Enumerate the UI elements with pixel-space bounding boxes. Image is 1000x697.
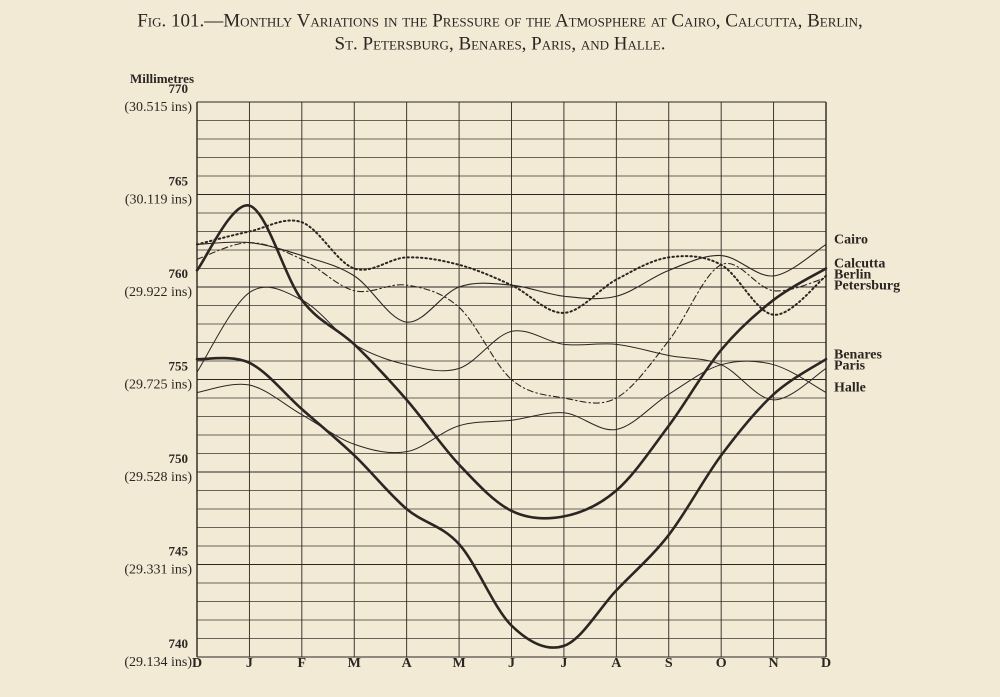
x-tick-label: N	[769, 656, 779, 671]
x-tick-label: J	[560, 656, 567, 671]
legend-label: Benares	[834, 347, 883, 362]
x-tick-label: J	[508, 656, 515, 671]
y-tick-label: 765	[169, 173, 189, 188]
y-tick-inches: (29.725 ins)	[124, 378, 192, 393]
legend-label: Calcutta	[834, 257, 885, 272]
y-tick-inches: (29.134 ins)	[124, 655, 192, 670]
legend-label: Paris	[834, 358, 866, 373]
x-tick-label: D	[821, 656, 831, 671]
y-tick-label: 745	[169, 543, 189, 558]
legend-label: Berlin	[834, 268, 872, 283]
y-tick-label: 770	[169, 81, 189, 96]
x-tick-label: J	[246, 656, 253, 671]
y-tick-label: 760	[169, 266, 189, 281]
series-line	[196, 242, 827, 404]
legend-label: Halle	[834, 381, 866, 396]
y-tick-label: 740	[169, 636, 189, 651]
x-tick-label: M	[348, 656, 361, 671]
y-tick-inches: (30.515 ins)	[124, 100, 192, 115]
x-tick-label: M	[452, 656, 465, 671]
y-tick-label: 755	[169, 358, 189, 373]
x-tick-label: A	[402, 656, 413, 671]
x-tick-label: S	[665, 656, 673, 671]
x-tick-label: F	[298, 656, 307, 671]
series-line	[195, 204, 828, 520]
y-tick-inches: (30.119 ins)	[125, 193, 192, 208]
series-line	[196, 360, 827, 454]
legend-label: Cairo	[834, 233, 868, 248]
y-tick-inches: (29.528 ins)	[124, 470, 192, 485]
x-tick-label: A	[611, 656, 622, 671]
x-tick-label: O	[716, 656, 727, 671]
y-tick-inches: (29.922 ins)	[124, 285, 192, 300]
y-tick-label: 750	[169, 451, 189, 466]
legend-label: Petersburg	[834, 279, 900, 294]
x-tick-label: D	[192, 656, 202, 671]
chart-subtitle: St. Petersburg, Benares, Paris, and Hall…	[335, 33, 666, 54]
chart-title: Fig. 101.—Monthly Variations in the Pres…	[137, 10, 863, 31]
y-tick-inches: (29.331 ins)	[124, 563, 192, 578]
series-line	[196, 219, 827, 316]
series-line	[195, 356, 828, 649]
y-axis-label: Millimetres	[130, 71, 194, 86]
